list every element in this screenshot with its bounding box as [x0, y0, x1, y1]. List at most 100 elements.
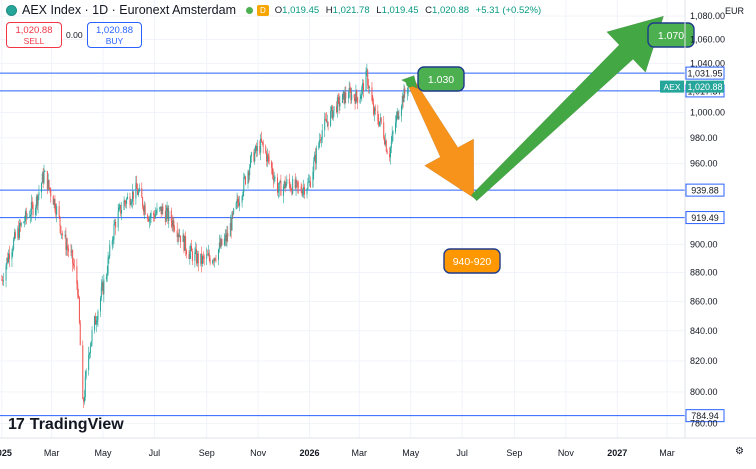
- open-value: 1,019.45: [282, 4, 320, 16]
- candle-body: [100, 287, 102, 298]
- candle-body: [291, 189, 293, 194]
- candle-body: [191, 245, 193, 252]
- settings-gear-icon[interactable]: ⚙: [735, 446, 744, 457]
- candle-body: [203, 256, 205, 259]
- candle-body: [96, 320, 98, 323]
- buy-button[interactable]: 1,020.88 BUY: [87, 22, 142, 48]
- candle-body: [360, 95, 362, 99]
- candle-body: [407, 86, 409, 93]
- candle-body: [37, 195, 39, 206]
- callout-box: [417, 66, 465, 92]
- candle-body: [265, 146, 267, 153]
- green-forecast-arrow: [400, 75, 418, 89]
- sell-price: 1,020.88: [15, 25, 53, 36]
- candle-body: [227, 233, 229, 237]
- candle-body: [313, 160, 315, 173]
- candle-body: [238, 202, 240, 206]
- candle-body: [318, 142, 320, 149]
- candle-body: [77, 283, 79, 295]
- candle-body: [196, 253, 198, 264]
- candle-body: [206, 254, 208, 259]
- candle-body: [82, 345, 84, 399]
- candle-body: [290, 189, 292, 191]
- candle-body: [184, 236, 186, 251]
- candle-body: [83, 396, 85, 402]
- price-tick-label: 1,040.00: [690, 58, 725, 68]
- candle-body: [196, 249, 198, 264]
- candle-body: [295, 180, 297, 189]
- candle-body: [278, 182, 280, 191]
- buy-price: 1,020.88: [96, 25, 133, 36]
- candle-body: [135, 182, 137, 199]
- candle-body: [130, 203, 132, 205]
- candle-body: [306, 188, 308, 195]
- candle-body: [12, 249, 14, 253]
- candle-body: [99, 297, 101, 312]
- candle-body: [73, 263, 75, 266]
- buy-label: BUY: [105, 36, 124, 46]
- high-value: 1,021.78: [332, 4, 370, 16]
- candle-body: [359, 98, 361, 103]
- time-tick-label: Sep: [506, 448, 522, 458]
- green-forecast-arrow: [470, 15, 664, 202]
- candle-body: [24, 221, 26, 223]
- candle-body: [242, 192, 244, 197]
- candle-body: [160, 206, 162, 215]
- candle-body: [365, 70, 367, 92]
- candle-body: [379, 117, 381, 122]
- candle-body: [296, 180, 298, 183]
- candle-body: [255, 145, 257, 152]
- symbol-title[interactable]: AEX Index · 1D · Euronext Amsterdam: [22, 3, 236, 17]
- candle-body: [113, 224, 115, 240]
- candle-body: [26, 216, 28, 218]
- candle-body: [374, 107, 376, 112]
- callout-box: [647, 22, 695, 48]
- candle-body: [373, 107, 375, 115]
- candle-body: [73, 265, 75, 267]
- candle-body: [236, 199, 238, 203]
- callout-label: 1.030: [428, 74, 454, 86]
- candle-body: [42, 173, 44, 183]
- tradingview-logo[interactable]: 17 TradingView: [8, 416, 124, 434]
- candle-body: [286, 179, 288, 185]
- candle-body: [19, 222, 21, 238]
- candle-body: [48, 179, 50, 188]
- candle-body: [167, 207, 169, 221]
- price-tick-label: 860.00: [690, 296, 718, 306]
- candle-body: [159, 206, 161, 208]
- candle-body: [333, 106, 335, 111]
- candle-body: [272, 174, 274, 181]
- callout-box: [443, 248, 501, 274]
- candle-body: [268, 156, 270, 162]
- candle-body: [54, 199, 56, 210]
- candle-body: [274, 177, 276, 179]
- sell-button[interactable]: 1,020.88 SELL: [6, 22, 62, 48]
- candle-body: [219, 242, 221, 248]
- candle-body: [58, 206, 60, 217]
- candle-body: [389, 153, 391, 158]
- candle-body: [148, 219, 150, 222]
- candle-body: [136, 182, 138, 189]
- candle-body: [7, 258, 9, 263]
- candle-body: [355, 90, 357, 104]
- candle-body: [325, 119, 327, 123]
- forecast-callouts: 1.030 940-920 1.070: [417, 22, 695, 274]
- price-tick-label: 820.00: [690, 356, 718, 366]
- candle-body: [60, 226, 62, 235]
- time-tick-label: Mar: [44, 448, 60, 458]
- symbol-price-tag: [660, 80, 684, 93]
- candle-body: [256, 145, 258, 152]
- candle-body: [400, 105, 402, 117]
- candle-body: [115, 221, 117, 228]
- candle-body: [261, 141, 263, 143]
- candle-body: [266, 154, 268, 162]
- candle-body: [294, 179, 296, 189]
- candle-body: [107, 257, 109, 274]
- currency-selector[interactable]: EUR: [724, 6, 744, 16]
- candle-body: [320, 138, 322, 141]
- candle-body: [327, 121, 329, 126]
- candle-body: [398, 116, 400, 119]
- candle-body: [404, 88, 406, 94]
- candle-body: [171, 221, 173, 227]
